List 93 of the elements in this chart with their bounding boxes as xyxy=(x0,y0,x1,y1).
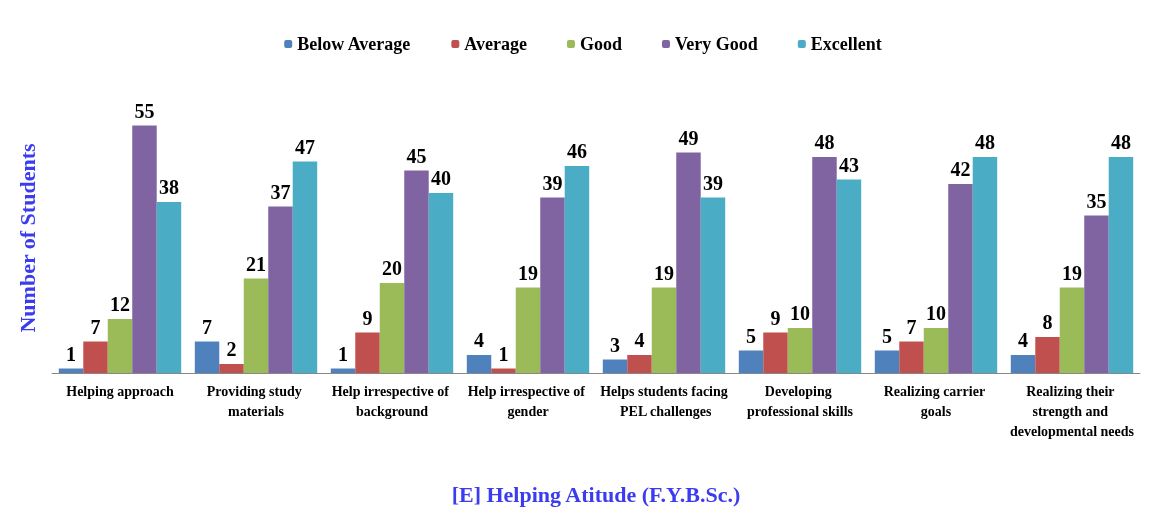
bar xyxy=(540,197,565,373)
bar xyxy=(874,350,900,373)
data-label: 40 xyxy=(430,167,451,189)
bar xyxy=(836,179,862,373)
legend-label: Good xyxy=(579,34,622,54)
data-label: 10 xyxy=(790,302,810,324)
bar xyxy=(491,368,516,373)
bar xyxy=(132,125,157,373)
bar xyxy=(972,157,998,373)
bar xyxy=(1084,215,1109,373)
data-label: 9 xyxy=(362,306,373,329)
legend-label: Very Good xyxy=(674,34,758,54)
x-tick-label: Help irrespective of background xyxy=(331,383,453,419)
data-label: 4 xyxy=(634,329,645,351)
bar xyxy=(107,319,133,373)
bar xyxy=(564,166,590,373)
bar xyxy=(1035,337,1060,373)
bar xyxy=(651,287,677,373)
data-label: 4 xyxy=(474,329,485,351)
bar xyxy=(700,197,726,373)
bar xyxy=(948,184,973,373)
data-label: 37 xyxy=(270,180,291,203)
x-tick-label: Help irrespective of gender xyxy=(467,383,589,419)
bar xyxy=(156,202,182,373)
bar xyxy=(355,332,380,373)
x-tick-label: Helps students facing PEL challenges xyxy=(600,383,728,419)
bar xyxy=(268,206,293,373)
data-label: 1 xyxy=(338,342,349,365)
data-label: 20 xyxy=(382,257,402,279)
y-axis-title: Number of Students xyxy=(14,143,40,333)
x-tick-label: Providing study materials xyxy=(206,383,306,419)
bar xyxy=(602,359,628,373)
data-label: 12 xyxy=(110,293,130,315)
bar xyxy=(627,355,652,373)
data-label: 49 xyxy=(678,126,699,149)
x-axis-title: [E] Helping Atitude (F.Y.B.Sc.) xyxy=(451,481,741,507)
data-label: 7 xyxy=(906,315,917,338)
bar xyxy=(379,283,405,373)
bar xyxy=(428,193,454,373)
data-label: 9 xyxy=(770,306,781,329)
data-label: 2 xyxy=(226,338,237,360)
bar xyxy=(194,341,220,373)
data-label: 19 xyxy=(1062,261,1082,284)
data-label: 19 xyxy=(654,261,674,284)
data-label: 8 xyxy=(1042,311,1053,333)
x-tick-label: Developing professional skills xyxy=(747,383,854,419)
data-label: 48 xyxy=(814,131,835,153)
data-label: 43 xyxy=(838,153,859,176)
data-label: 3 xyxy=(610,333,621,356)
data-label: 1 xyxy=(66,342,77,365)
bar xyxy=(676,152,701,373)
data-label: 46 xyxy=(566,140,587,162)
bar xyxy=(243,278,269,373)
bar xyxy=(899,341,924,373)
legend-label: Average xyxy=(464,34,527,54)
legend-label: Excellent xyxy=(810,34,882,54)
bar xyxy=(466,355,492,373)
data-label: 48 xyxy=(1110,131,1131,153)
legend-label: Below Average xyxy=(297,34,411,54)
bar xyxy=(738,350,764,373)
bar xyxy=(1059,287,1085,373)
data-label: 19 xyxy=(518,261,538,284)
x-tick-label: Realizing their strength and developmental needs xyxy=(1009,383,1135,439)
bar xyxy=(515,287,541,373)
data-label: 39 xyxy=(702,171,723,194)
data-label: 1 xyxy=(498,342,509,365)
bar xyxy=(404,170,429,373)
bar xyxy=(812,157,837,373)
x-tick-label: Realizing carrier goals xyxy=(883,383,989,419)
data-label: 4 xyxy=(1018,329,1029,351)
data-label: 47 xyxy=(294,135,315,158)
data-label: 7 xyxy=(90,315,101,338)
x-tick-label: Helping approach xyxy=(66,383,174,399)
data-label: 5 xyxy=(746,324,757,347)
bar xyxy=(1108,157,1134,373)
data-label: 55 xyxy=(134,99,155,122)
data-label: 7 xyxy=(202,315,213,338)
data-label: 5 xyxy=(882,324,893,347)
data-label: 21 xyxy=(246,252,266,275)
bar xyxy=(292,161,318,373)
data-label: 48 xyxy=(974,131,995,153)
data-label: 35 xyxy=(1086,189,1107,212)
data-label: 38 xyxy=(158,176,179,198)
bar xyxy=(83,341,108,373)
bar xyxy=(219,364,244,373)
bar xyxy=(923,328,949,373)
data-label: 10 xyxy=(926,302,946,324)
data-label: 42 xyxy=(950,158,971,180)
bar xyxy=(1010,355,1036,373)
bar xyxy=(787,328,813,373)
bar xyxy=(763,332,788,373)
data-label: 45 xyxy=(406,144,427,167)
data-label: 39 xyxy=(542,171,563,194)
